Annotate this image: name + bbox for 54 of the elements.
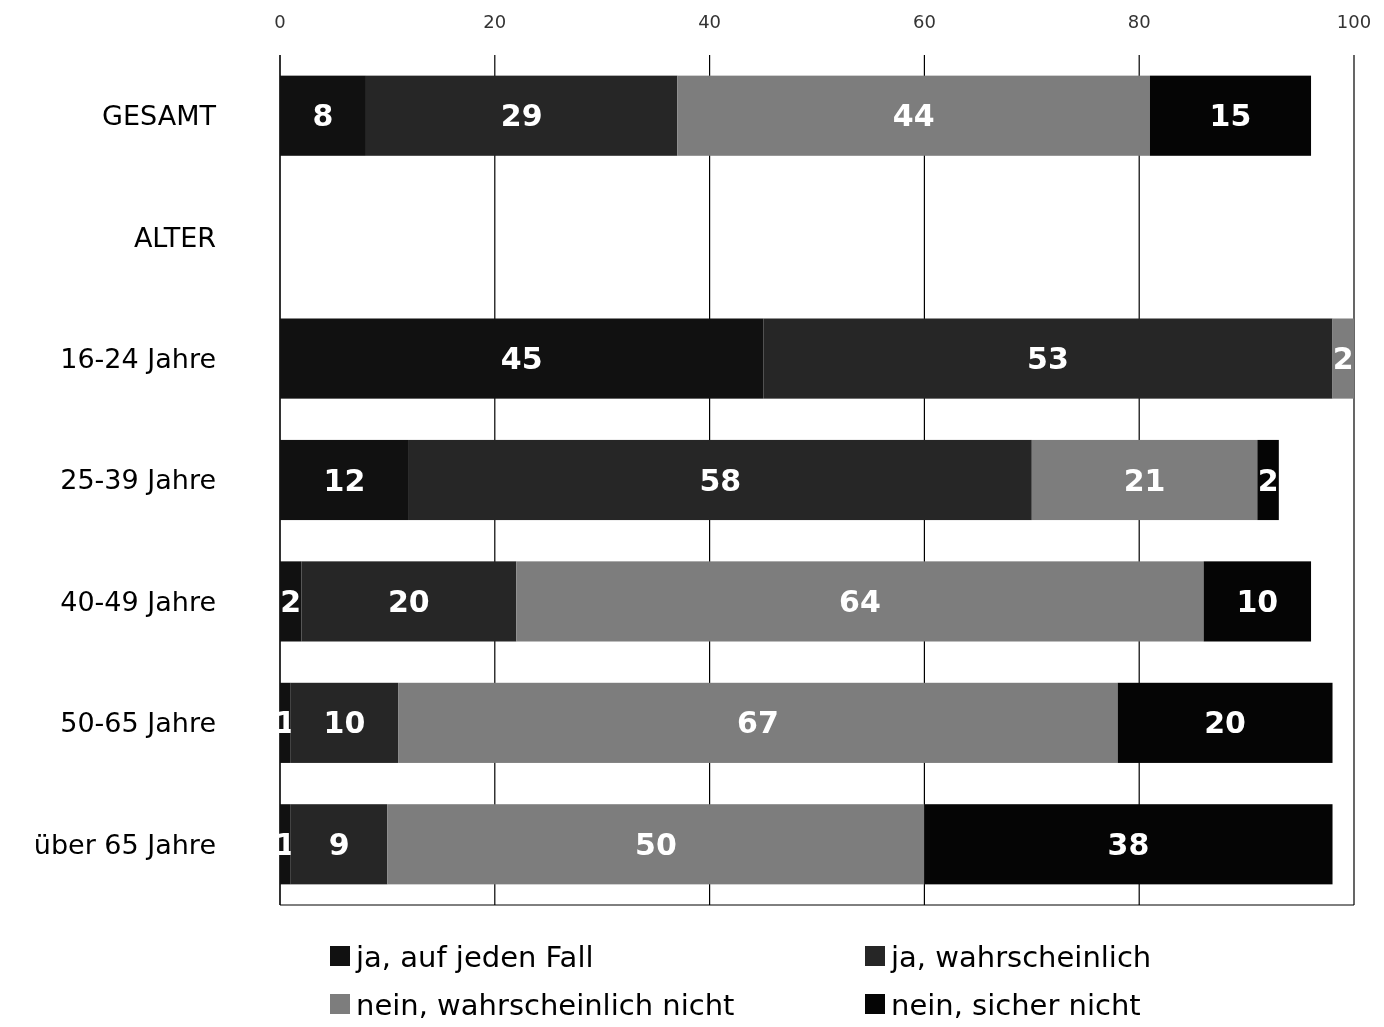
- y-tick-label: über 65 Jahre: [33, 828, 216, 860]
- data-label: 2: [1332, 341, 1354, 377]
- data-label: 58: [699, 462, 742, 498]
- bar: [1203, 561, 1312, 642]
- x-tick-label: 0: [274, 11, 286, 32]
- data-label: 53: [1027, 341, 1069, 377]
- y-tick-label: 25-39 Jahre: [60, 464, 216, 496]
- data-label: 67: [737, 705, 779, 741]
- x-tick-label: 20: [483, 11, 507, 32]
- x-tick-label: 80: [1127, 11, 1151, 32]
- data-label: 10: [323, 705, 366, 741]
- data-label: 21: [1123, 462, 1166, 498]
- data-label: 12: [323, 462, 366, 498]
- x-tick-label: 40: [698, 11, 722, 32]
- bar: [280, 318, 764, 399]
- y-tick-label: 16-24 Jahre: [60, 343, 216, 375]
- data-label: 38: [1107, 826, 1150, 862]
- bar: [408, 439, 1032, 521]
- bar: [365, 75, 678, 156]
- data-label: 2: [280, 583, 302, 619]
- bar: [1031, 439, 1258, 521]
- data-label: 9: [328, 826, 350, 862]
- data-label: 29: [500, 98, 543, 134]
- data-label: 64: [839, 583, 881, 619]
- bar: [301, 561, 517, 642]
- legend-label: ja, auf jeden Fall: [355, 940, 594, 975]
- x-tick-label: 60: [912, 11, 936, 32]
- bar: [290, 804, 388, 885]
- y-tick-label: 40-49 Jahre: [60, 585, 216, 617]
- bar: [516, 561, 1204, 642]
- data-label: 8: [312, 98, 334, 134]
- bar: [280, 439, 409, 521]
- x-tick-label: 100: [1336, 11, 1372, 32]
- bar: [290, 682, 399, 763]
- y-tick-label: 50-65 Jahre: [60, 707, 216, 739]
- bar: [763, 318, 1333, 399]
- data-label: 20: [1204, 705, 1246, 741]
- bar: [677, 75, 1150, 156]
- legend-label: nein, sicher nicht: [891, 988, 1141, 1023]
- legend-label: nein, wahrscheinlich nicht: [356, 988, 735, 1023]
- data-label: 45: [500, 341, 543, 377]
- bar: [398, 682, 1118, 763]
- data-label: 20: [388, 583, 430, 619]
- data-label: 50: [635, 826, 677, 862]
- data-label: 15: [1209, 98, 1252, 134]
- bar: [387, 804, 925, 885]
- data-label: 44: [892, 98, 935, 134]
- legend-label: ja, wahrscheinlich: [890, 940, 1152, 975]
- y-tick-label: GESAMT: [102, 100, 217, 132]
- data-label: 2: [1257, 462, 1279, 498]
- data-label: 10: [1236, 583, 1279, 619]
- bar: [1149, 75, 1312, 156]
- y-tick-label: ALTER: [133, 221, 216, 253]
- bar: [280, 75, 366, 156]
